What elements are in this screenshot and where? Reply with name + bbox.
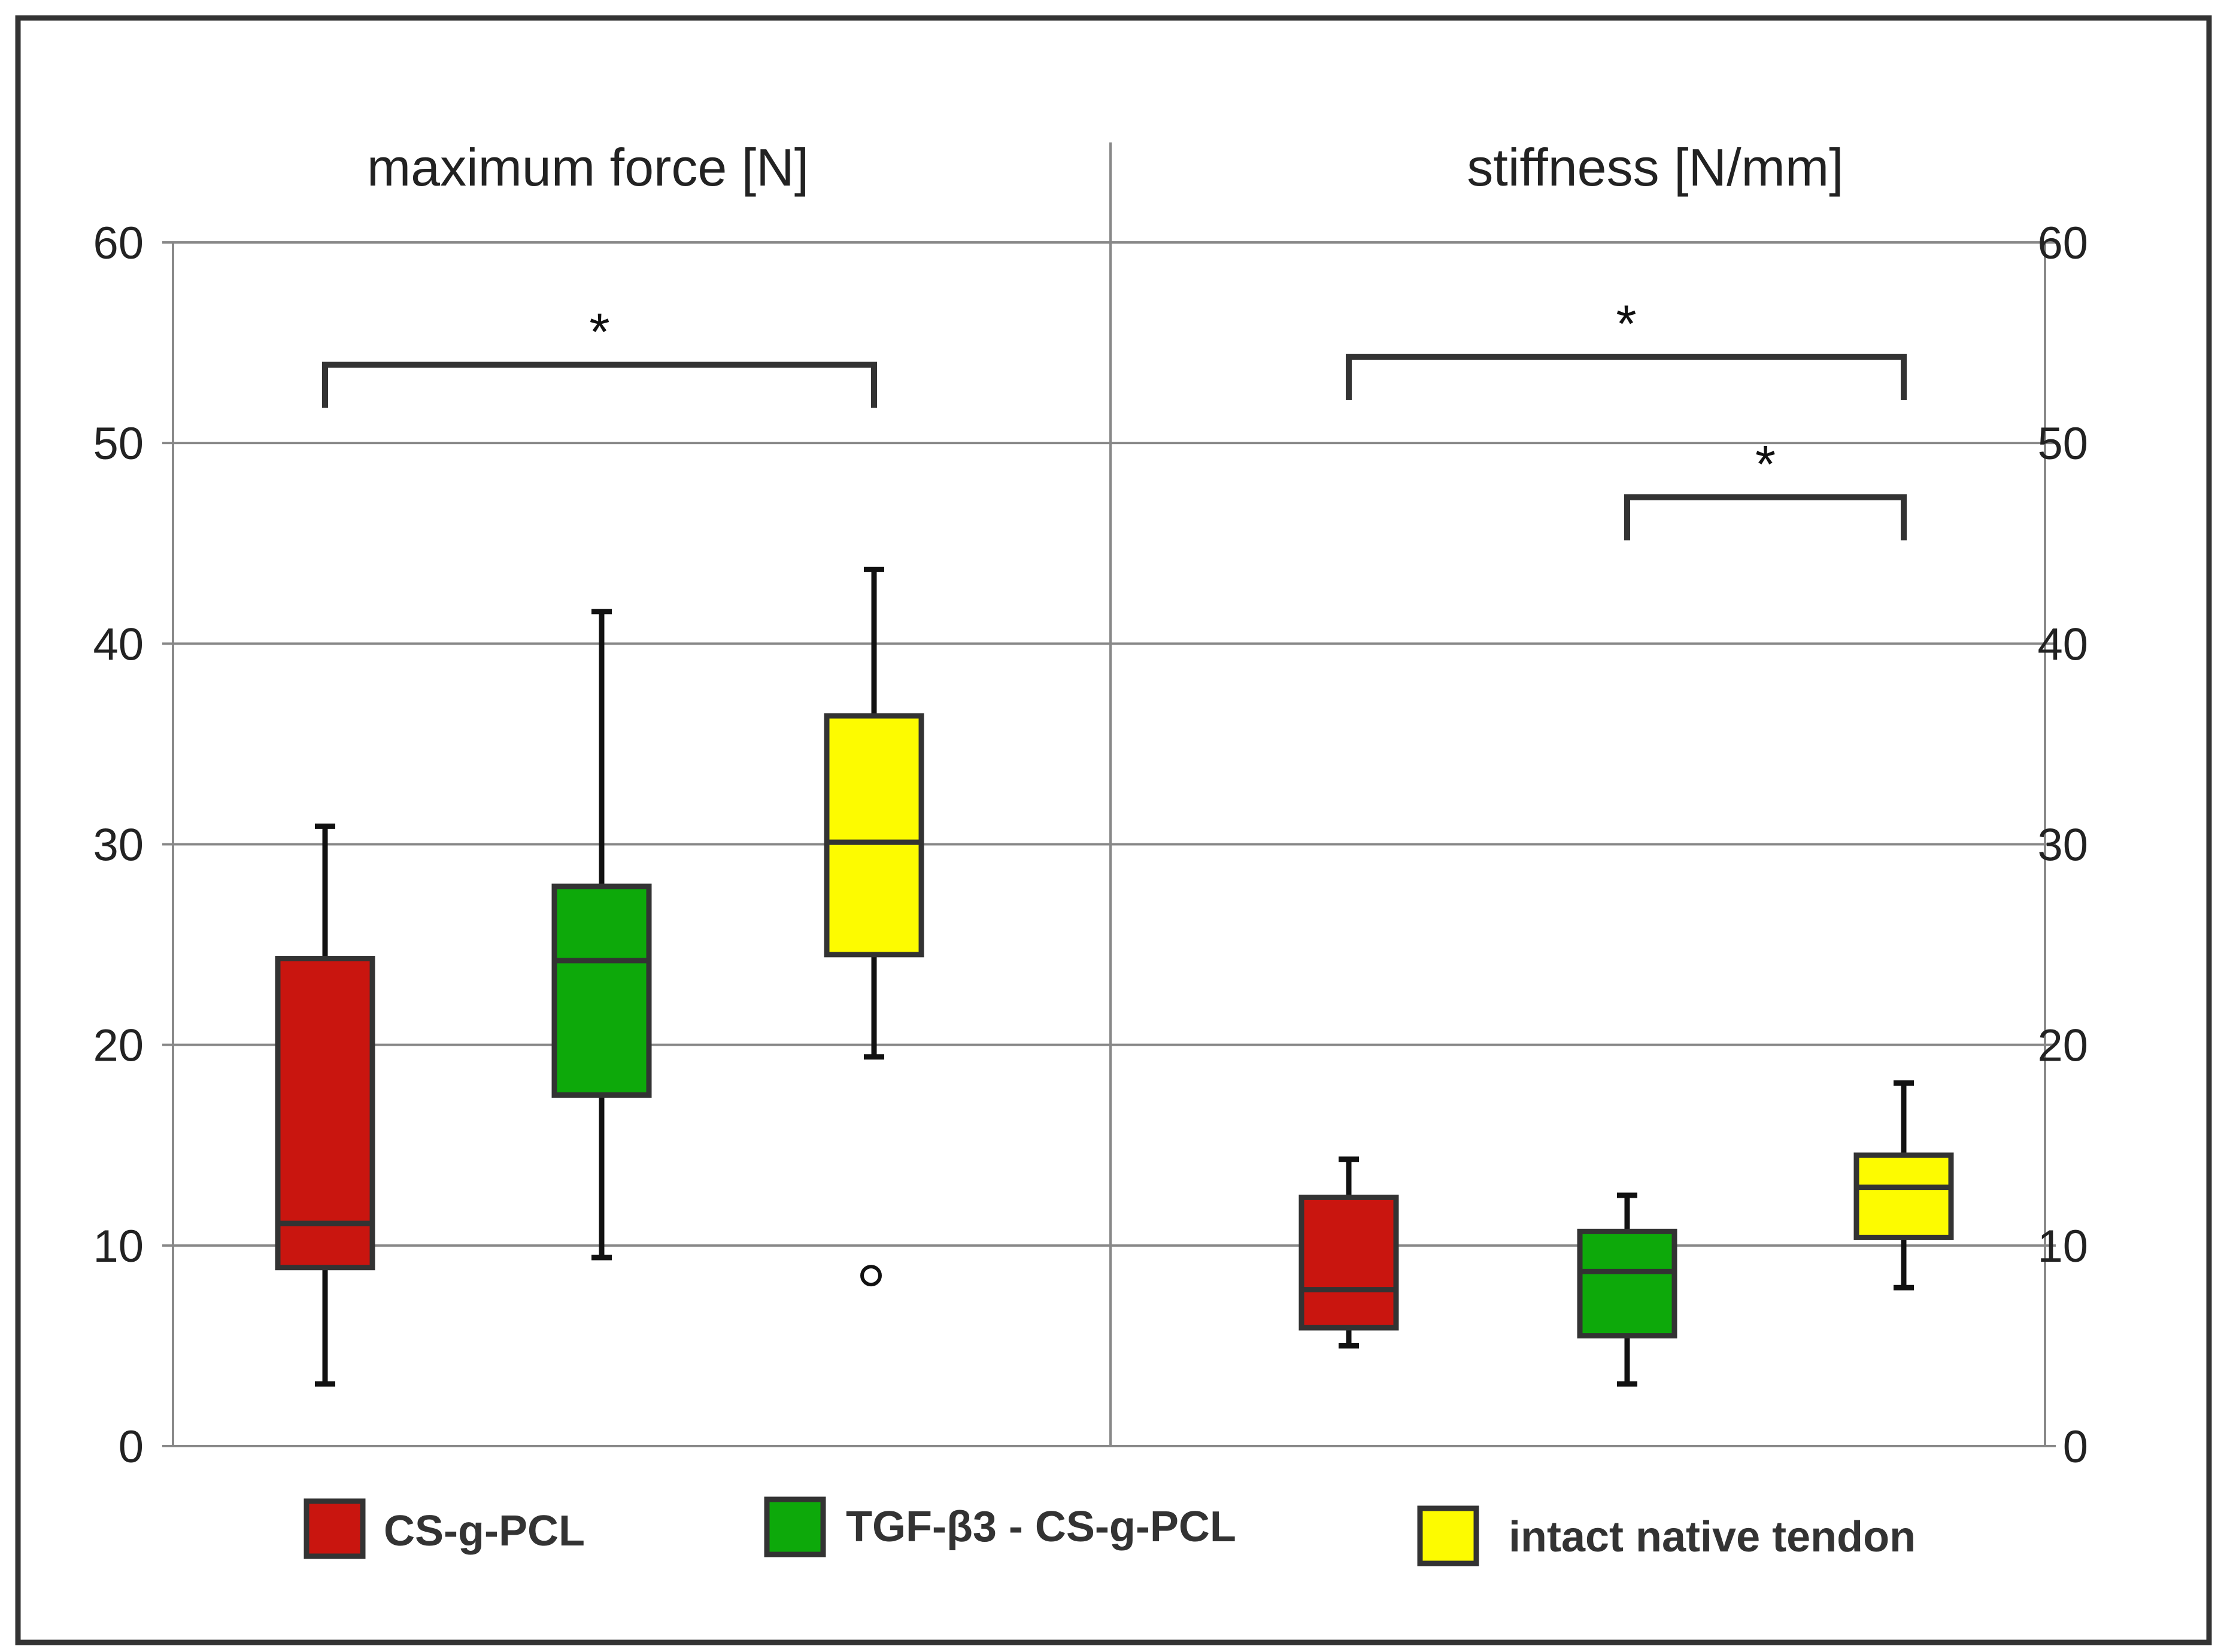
right-tick-label-30: 30 [2037, 820, 2088, 871]
box-0-2 [824, 566, 924, 1287]
box-1-2 [1853, 1080, 1954, 1290]
right-tick-label-10: 10 [2037, 1221, 2088, 1272]
panel-title-stiffness: stiffness [N/mm] [1467, 138, 1843, 197]
box-iqr [275, 956, 375, 1271]
box-1-1 [1577, 1192, 1677, 1387]
significance-bracket-1-1 [1624, 494, 1907, 540]
legend-label: CS-g-PCL [384, 1507, 585, 1555]
significance-bracket-0-0 [322, 362, 877, 408]
outlier-0 [860, 1265, 882, 1287]
box-iqr [1577, 1228, 1677, 1339]
significance-bracket-1-0 [1346, 354, 1907, 400]
box-iqr [824, 713, 924, 958]
right-tick-label-40: 40 [2037, 619, 2088, 670]
legend-swatch [1417, 1505, 1479, 1566]
figure-border [15, 15, 2212, 1645]
box-1-0 [1298, 1156, 1399, 1349]
box-0-0 [275, 823, 375, 1387]
legend-item-1: TGF-β3 - CS-g-PCL [764, 1496, 1236, 1557]
left-tick-label-40: 40 [93, 619, 144, 670]
legend-item-0: CS-g-PCL [304, 1498, 585, 1559]
panel-title-maximum-force: maximum force [N] [367, 138, 809, 197]
box-0-1 [551, 609, 652, 1261]
right-tick-label-50: 50 [2037, 418, 2088, 469]
legend-swatch [304, 1498, 366, 1559]
left-tick-label-60: 60 [93, 218, 144, 269]
legend-label: TGF-β3 - CS-g-PCL [846, 1503, 1236, 1551]
right-tick-label-20: 20 [2037, 1021, 2088, 1071]
left-tick-label-10: 10 [93, 1221, 144, 1272]
left-tick-label-0: 0 [119, 1422, 144, 1472]
significance-star-1-1: * [1755, 435, 1776, 494]
left-tick-label-50: 50 [93, 418, 144, 469]
box-iqr [1853, 1152, 1954, 1240]
significance-star-1-0: * [1616, 294, 1636, 353]
legend-item-2: intact native tendon [1417, 1505, 1916, 1566]
box-iqr [551, 883, 652, 1098]
significance-star-0-0: * [589, 302, 609, 361]
legend-swatch [764, 1496, 826, 1557]
left-tick-label-30: 30 [93, 820, 144, 871]
box-iqr [1298, 1194, 1399, 1331]
right-tick-label-60: 60 [2037, 218, 2088, 269]
left-tick-label-20: 20 [93, 1021, 144, 1071]
right-tick-label-0: 0 [2063, 1422, 2088, 1472]
legend-label: intact native tendon [1509, 1513, 1916, 1561]
